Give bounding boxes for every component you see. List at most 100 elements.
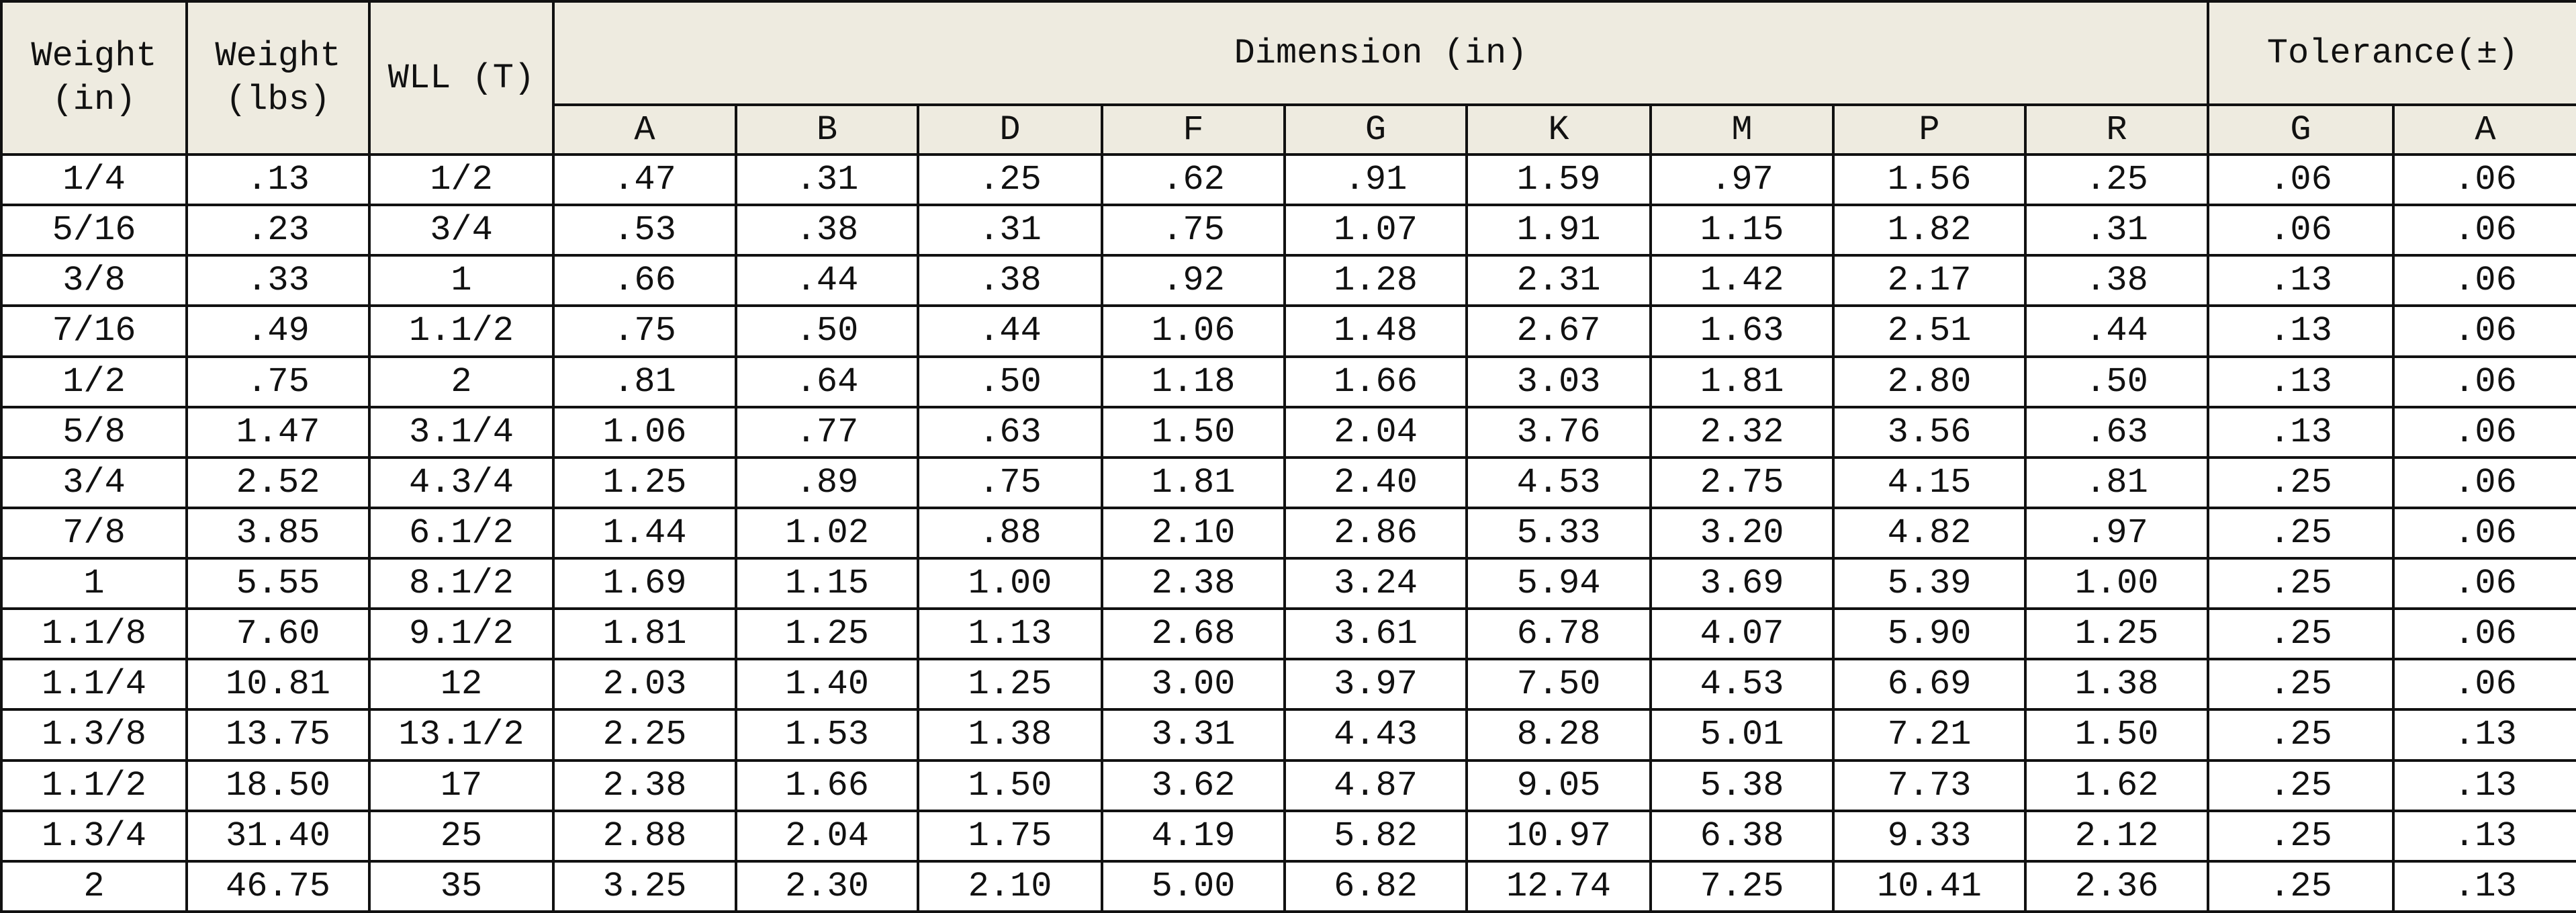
table-row: 1/4.13 1/2.47.31.25.62.91 1.59.97 1.56.25.0… (0, 153, 2576, 207)
header-row: Weight (in) Weight (lbs) WLL (T) Dimensi… (0, 0, 2576, 156)
table-cell: .06 (2392, 204, 2576, 257)
table-row: 1 5.55 8.1/2 1.69 1.15 1.00 2.38 3.24 5.94 3.69 5.… (0, 556, 2576, 611)
table-cell: 7.21 (1832, 708, 2027, 762)
table-cell: .50 (2023, 355, 2210, 408)
table-row: 3/4 2.52 4.3/4 1.25.89.75 1.81 2.40 4.53 2.75 4.… (0, 455, 2576, 509)
table-cell: 3.00 (1101, 658, 1286, 711)
table-cell: 3.76 (1465, 405, 1652, 459)
table-cell: .75 (552, 304, 737, 358)
table-cell: .38 (2023, 254, 2210, 308)
table-cell: 13.1/2 (368, 708, 555, 762)
table-cell: 2.80 (1832, 355, 2027, 408)
table-cell: 1.02 (735, 506, 919, 560)
table-cell: .31 (917, 204, 1103, 257)
table-cell: 10.97 (1465, 809, 1652, 863)
table-cell: 2.52 (185, 455, 371, 509)
table-cell: 1.06 (552, 405, 737, 459)
table-cell: 31.40 (185, 809, 371, 863)
table-cell: 2.25 (552, 708, 737, 762)
table-cell: 3/4 (0, 455, 188, 509)
table-cell: .77 (735, 405, 919, 459)
sub-header-cell: G (2207, 103, 2395, 156)
table-cell: 5/16 (0, 204, 188, 257)
table-cell: 46.75 (185, 859, 371, 913)
table-cell: .66 (552, 254, 737, 308)
table-cell: .97 (2023, 506, 2210, 560)
table-cell: 1.91 (1465, 204, 1652, 257)
table-cell: .23 (185, 204, 371, 257)
table-cell: .44 (735, 254, 919, 308)
table-cell: .89 (735, 455, 919, 509)
table-cell: .81 (552, 355, 737, 408)
table-cell: 1.1/2 (368, 304, 555, 358)
table-cell: 2.30 (735, 859, 919, 913)
table-cell: .81 (2023, 455, 2210, 509)
table-cell: 1.15 (735, 556, 919, 611)
table-cell: 5.90 (1832, 607, 2027, 661)
table-cell: 2.10 (1101, 506, 1286, 560)
table-cell: 5.82 (1283, 809, 1468, 863)
table-cell: 1.18 (1101, 355, 1286, 408)
table-header: Weight (in) Weight (lbs) WLL (T) Dimensi… (0, 0, 2576, 156)
table-cell: 2.67 (1465, 304, 1652, 358)
header-cell: WLL (T) (368, 0, 555, 156)
table-cell: 12.74 (1465, 859, 1652, 913)
table-cell: 13.75 (185, 708, 371, 762)
table-cell: 4.15 (1832, 455, 2027, 509)
table-cell: 1.81 (1649, 355, 1835, 408)
table-cell: 1.3/4 (0, 809, 188, 863)
table-cell: .44 (2023, 304, 2210, 358)
table-cell: 1 (0, 556, 188, 611)
table-cell: 1.25 (735, 607, 919, 661)
table-cell: 25 (368, 809, 555, 863)
table-cell: .06 (2392, 506, 2576, 560)
table-cell: 2.04 (1283, 405, 1468, 459)
table-cell: .06 (2392, 455, 2576, 509)
table-cell: .25 (2207, 859, 2395, 913)
table-cell: .06 (2392, 153, 2576, 207)
table-row: 1/2.75 2.81.64.50 1.18 1.66 3.03 1.81 2.80.50.… (0, 355, 2576, 408)
table-cell: 1.81 (1101, 455, 1286, 509)
table-cell: 17 (368, 758, 555, 812)
table-cell: 2 (0, 859, 188, 913)
table-cell: 5.55 (185, 556, 371, 611)
table-cell: 6.78 (1465, 607, 1652, 661)
table-cell: 9.05 (1465, 758, 1652, 812)
table-cell: .13 (2207, 405, 2395, 459)
table-cell: .88 (917, 506, 1103, 560)
table-cell: 1.69 (552, 556, 737, 611)
table-cell: 3.62 (1101, 758, 1286, 812)
table-cell: 2.04 (735, 809, 919, 863)
sub-header-cell: G (1283, 103, 1468, 156)
table-cell: 1.28 (1283, 254, 1468, 308)
table-cell: .25 (2023, 153, 2210, 207)
sub-header-cell: K (1465, 103, 1652, 156)
table-row: 2 46.75 35 3.25 2.30 2.10 5.00 6.82 12.74 7.25 10.… (0, 859, 2576, 913)
header-cell: Weight (lbs) (185, 0, 371, 156)
table-cell: 1.82 (1832, 204, 2027, 257)
table-cell: .49 (185, 304, 371, 358)
table-cell: 5.39 (1832, 556, 2027, 611)
table-cell: 1.62 (2023, 758, 2210, 812)
table-cell: 6.69 (1832, 658, 2027, 711)
table-cell: 1.25 (2023, 607, 2210, 661)
table-cell: 3.03 (1465, 355, 1652, 408)
table-cell: .50 (917, 355, 1103, 408)
table-cell: 2.17 (1832, 254, 2027, 308)
table-cell: .13 (2207, 254, 2395, 308)
table-cell: 4.43 (1283, 708, 1468, 762)
table-cell: 8.28 (1465, 708, 1652, 762)
table-cell: 2.38 (552, 758, 737, 812)
table-cell: .47 (552, 153, 737, 207)
table-cell: 1.07 (1283, 204, 1468, 257)
table-cell: 1.1/2 (0, 758, 188, 812)
table-cell: 1 (368, 254, 555, 308)
table-cell: 18.50 (185, 758, 371, 812)
table-row: 3/8.33 1.66.44.38.92 1.28 2.31 1.42 2.17.38.1… (0, 254, 2576, 308)
table-cell: .06 (2207, 204, 2395, 257)
table-cell: 6.82 (1283, 859, 1468, 913)
table-row: 1.1/4 10.81 12 2.03 1.40 1.25 3.00 3.97 7.50 4.53… (0, 658, 2576, 711)
table-cell: 1/2 (368, 153, 555, 207)
